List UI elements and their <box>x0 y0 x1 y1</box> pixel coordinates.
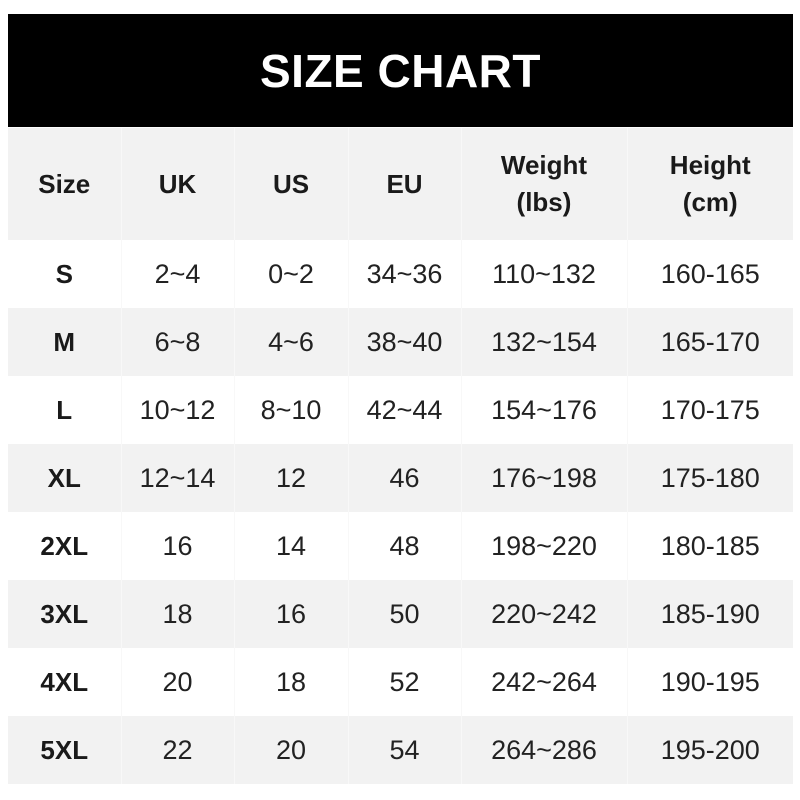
cell-height: 170-175 <box>626 376 793 444</box>
cell-eu: 48 <box>347 512 461 580</box>
cell-size: 2XL <box>8 512 121 580</box>
cell-uk: 12~14 <box>120 444 234 512</box>
cell-us: 14 <box>233 512 348 580</box>
cell-size: L <box>8 376 121 444</box>
header-height-unit: (cm) <box>682 187 738 217</box>
cell-size: M <box>8 308 121 376</box>
cell-us: 0~2 <box>233 240 348 308</box>
header-height-label: Height <box>669 150 751 180</box>
cell-eu: 46 <box>347 444 461 512</box>
cell-weight: 176~198 <box>460 444 627 512</box>
cell-weight: 198~220 <box>460 512 627 580</box>
cell-weight: 264~286 <box>460 716 627 784</box>
cell-eu: 52 <box>347 648 461 716</box>
cell-eu: 34~36 <box>347 240 461 308</box>
header-weight-unit: (lbs) <box>516 187 572 217</box>
header-size: Size <box>8 128 121 240</box>
cell-weight: 220~242 <box>460 580 627 648</box>
table-row: 4XL 20 18 52 242~264 190-195 <box>8 648 793 716</box>
cell-us: 8~10 <box>233 376 348 444</box>
header-uk-label: UK <box>158 168 197 199</box>
cell-uk: 22 <box>120 716 234 784</box>
cell-us: 4~6 <box>233 308 348 376</box>
table-row: 5XL 22 20 54 264~286 195-200 <box>8 716 793 784</box>
cell-size: 5XL <box>8 716 121 784</box>
cell-weight: 242~264 <box>460 648 627 716</box>
table-row: S 2~4 0~2 34~36 110~132 160-165 <box>8 240 793 308</box>
cell-size: 4XL <box>8 648 121 716</box>
size-chart-title: SIZE CHART <box>8 14 793 127</box>
cell-height: 195-200 <box>626 716 793 784</box>
cell-us: 16 <box>233 580 348 648</box>
header-row: Size UK US EU Weight (lbs) Height (cm) <box>8 128 793 240</box>
cell-height: 160-165 <box>626 240 793 308</box>
cell-uk: 18 <box>120 580 234 648</box>
header-us: US <box>233 128 348 240</box>
cell-uk: 6~8 <box>120 308 234 376</box>
cell-eu: 38~40 <box>347 308 461 376</box>
header-eu-label: EU <box>386 168 423 199</box>
cell-eu: 54 <box>347 716 461 784</box>
cell-eu: 50 <box>347 580 461 648</box>
cell-us: 20 <box>233 716 348 784</box>
cell-height: 180-185 <box>626 512 793 580</box>
table-row: XL 12~14 12 46 176~198 175-180 <box>8 444 793 512</box>
cell-size: XL <box>8 444 121 512</box>
cell-height: 190-195 <box>626 648 793 716</box>
header-weight: Weight (lbs) <box>460 128 627 240</box>
cell-us: 18 <box>233 648 348 716</box>
cell-us: 12 <box>233 444 348 512</box>
cell-weight: 132~154 <box>460 308 627 376</box>
table-row: L 10~12 8~10 42~44 154~176 170-175 <box>8 376 793 444</box>
cell-height: 185-190 <box>626 580 793 648</box>
cell-weight: 110~132 <box>460 240 627 308</box>
cell-height: 165-170 <box>626 308 793 376</box>
header-eu: EU <box>347 128 461 240</box>
table-row: 2XL 16 14 48 198~220 180-185 <box>8 512 793 580</box>
cell-eu: 42~44 <box>347 376 461 444</box>
header-size-label: Size <box>38 168 91 199</box>
cell-weight: 154~176 <box>460 376 627 444</box>
cell-uk: 2~4 <box>120 240 234 308</box>
cell-height: 175-180 <box>626 444 793 512</box>
cell-size: 3XL <box>8 580 121 648</box>
cell-uk: 10~12 <box>120 376 234 444</box>
size-chart-table: Size UK US EU Weight (lbs) Height (cm) S 2~4 0~2 3… <box>8 128 793 784</box>
header-uk: UK <box>120 128 234 240</box>
table-row: M 6~8 4~6 38~40 132~154 165-170 <box>8 308 793 376</box>
header-height: Height (cm) <box>626 128 793 240</box>
cell-size: S <box>8 240 121 308</box>
header-us-label: US <box>272 168 310 199</box>
header-weight-label: Weight <box>500 150 588 180</box>
table-row: 3XL 18 16 50 220~242 185-190 <box>8 580 793 648</box>
cell-uk: 16 <box>120 512 234 580</box>
cell-uk: 20 <box>120 648 234 716</box>
